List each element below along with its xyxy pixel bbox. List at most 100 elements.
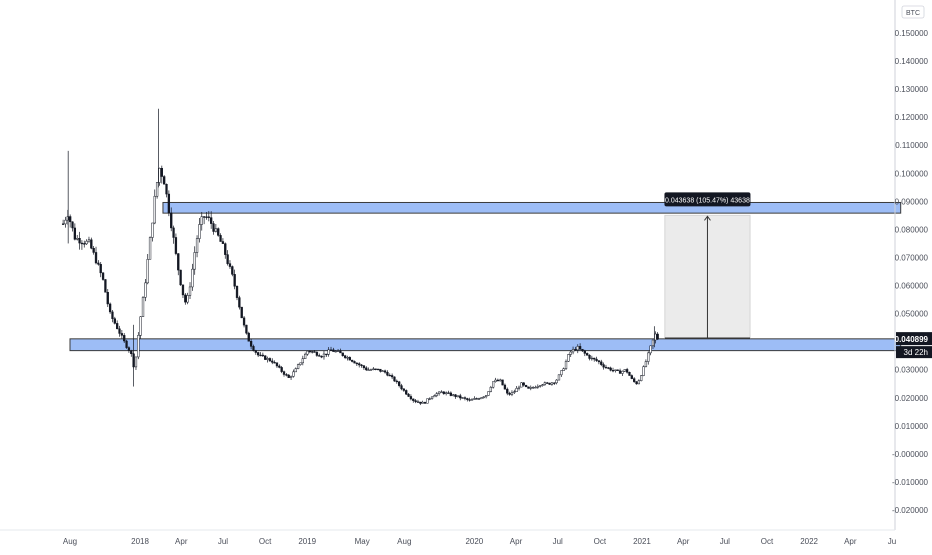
- candle-up: [494, 379, 497, 382]
- candle-up: [372, 368, 375, 370]
- candle-up: [555, 379, 558, 384]
- candle-up: [367, 369, 370, 371]
- candle-down: [259, 354, 262, 357]
- y-tick-label: 0.080000: [895, 225, 929, 234]
- candle-up: [296, 364, 300, 369]
- candle-down: [362, 365, 366, 369]
- upper-resistance-zone[interactable]: [162, 201, 902, 214]
- candle-down: [226, 254, 229, 264]
- y-tick-label: 0.110000: [895, 141, 928, 150]
- candle-down: [245, 324, 248, 334]
- candle-up: [513, 391, 516, 393]
- candle-down: [341, 352, 344, 356]
- candle-down: [604, 366, 608, 369]
- candle-down: [524, 384, 528, 388]
- candle-up: [146, 259, 149, 284]
- candle-up: [188, 286, 192, 296]
- candle-down: [217, 228, 220, 236]
- candle-down: [586, 353, 589, 356]
- candle-down: [593, 357, 596, 360]
- candle-down: [419, 401, 422, 404]
- candle-down: [179, 269, 182, 286]
- countdown-tag: [896, 346, 932, 359]
- candle-down: [388, 374, 391, 377]
- candle-down: [574, 349, 577, 351]
- x-tick-label: 2021: [633, 537, 651, 546]
- candle-up: [141, 297, 145, 317]
- candle-down: [398, 381, 401, 386]
- candle-down: [325, 353, 328, 356]
- candle-down: [264, 355, 267, 360]
- candle-up: [445, 392, 448, 394]
- x-tick-label: Aug: [397, 537, 411, 546]
- candle-up: [484, 395, 488, 398]
- x-tick-label: Ju: [888, 537, 896, 546]
- candle-up: [637, 380, 641, 385]
- candle-up: [381, 370, 384, 372]
- candle-down: [130, 350, 133, 355]
- candle-down: [210, 217, 213, 224]
- candle-up: [651, 339, 655, 347]
- candle-down: [459, 395, 462, 399]
- y-tick-label: 0.090000: [895, 197, 929, 206]
- candle-down: [80, 242, 84, 245]
- candle-up: [299, 362, 302, 365]
- x-tick-label: 2019: [298, 537, 316, 546]
- candle-up: [134, 356, 138, 368]
- candle-up: [520, 382, 523, 388]
- candle-down: [616, 369, 619, 371]
- candle-down: [282, 371, 286, 375]
- candle-up: [640, 375, 643, 381]
- time-axis[interactable]: Aug 2018 Apr Jul Oct 2019 May Aug 2020 Apr Jul Oct 2…: [63, 537, 896, 546]
- price-axis[interactable]: 0.150000 0.140000 0.130000 0.120000 0.110000…: [892, 5, 929, 515]
- candle-down: [318, 355, 321, 357]
- candle-down: [329, 349, 333, 351]
- candle-up: [426, 398, 429, 404]
- candle-down: [416, 401, 420, 403]
- candle-up: [515, 388, 518, 392]
- candle-up: [289, 376, 293, 378]
- candle-up: [623, 369, 626, 372]
- candle-down: [71, 221, 74, 229]
- candle-down: [633, 378, 636, 382]
- candle-up: [304, 353, 307, 359]
- candle-down: [235, 285, 239, 298]
- candle-down: [365, 367, 368, 371]
- candle-up: [139, 316, 142, 336]
- candle-down: [477, 398, 481, 400]
- candle-down: [466, 398, 469, 400]
- candle-up: [499, 379, 502, 382]
- candle-down: [313, 351, 316, 353]
- lower-support-zone[interactable]: [69, 338, 902, 352]
- candle-down: [383, 370, 387, 373]
- candle-up: [642, 366, 645, 376]
- candle-down: [174, 237, 178, 254]
- candle-down: [94, 252, 98, 264]
- candle-down: [409, 396, 413, 400]
- candle-up: [543, 382, 547, 385]
- candle-down: [527, 386, 530, 389]
- candle-up: [644, 361, 648, 367]
- candle-down: [583, 350, 586, 354]
- candle-up: [567, 354, 570, 362]
- candle-up: [151, 222, 154, 238]
- candle-down: [275, 362, 279, 367]
- candle-up: [421, 401, 424, 404]
- candle-down: [454, 394, 457, 398]
- countdown-label: 3d 22h: [904, 348, 928, 357]
- candle-up: [200, 216, 203, 225]
- candle-down: [625, 369, 629, 373]
- candle-down: [522, 382, 525, 386]
- candle-down: [108, 303, 112, 313]
- candle-down: [588, 354, 591, 359]
- y-tick-label: -0.010000: [892, 478, 929, 487]
- x-tick-label: 2020: [465, 537, 483, 546]
- candle-up: [536, 385, 539, 388]
- y-tick-label: -0.020000: [892, 506, 929, 515]
- x-tick-label: Apr: [844, 537, 857, 546]
- candle-down: [379, 368, 382, 372]
- candle-up: [482, 396, 485, 398]
- candle-down: [355, 362, 359, 365]
- y-tick-label: 0.030000: [895, 366, 929, 375]
